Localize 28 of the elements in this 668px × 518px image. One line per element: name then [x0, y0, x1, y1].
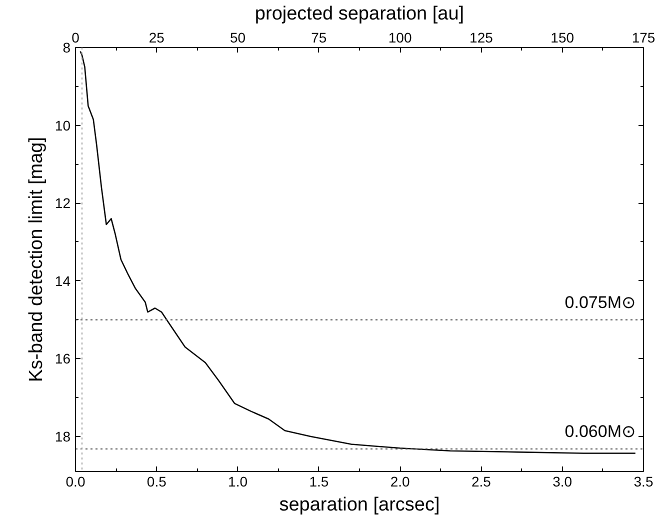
ref-line-label: 0.075M⊙ [564, 292, 636, 312]
x-tick-label: 2.5 [471, 474, 492, 490]
y-axis-title: Ks-band detection limit [mag] [26, 136, 47, 382]
x2-tick-label: 100 [388, 30, 412, 46]
y-tick-label: 12 [54, 195, 71, 212]
ref-line-label: 0.060M⊙ [564, 422, 636, 441]
x2-tick-label: 25 [148, 30, 165, 46]
x-tick-label: 1.0 [228, 474, 248, 490]
x2-tick-label: 150 [550, 30, 574, 46]
x2-tick-label: 175 [632, 30, 656, 46]
y-tick-label: 18 [54, 428, 71, 444]
x2-tick-label: 0 [72, 30, 80, 46]
x2-tick-label: 50 [230, 30, 246, 46]
x-tick-label: 3.5 [634, 474, 654, 490]
x2-axis-title: projected separation [au] [254, 4, 464, 24]
y-tick-label: 10 [54, 117, 71, 134]
y-tick-label: 8 [62, 40, 71, 56]
line-series [80, 50, 636, 454]
x2-tick-label: 75 [311, 30, 327, 46]
x-tick-label: 0.5 [146, 474, 167, 490]
y-tick-label: 14 [54, 272, 71, 289]
x-tick-label: 0.0 [66, 474, 86, 490]
x-axis-title: separation [arcsec] [279, 494, 440, 516]
x-tick-label: 1.5 [309, 474, 329, 490]
y-tick-label: 16 [54, 350, 71, 367]
x-tick-label: 3.0 [552, 474, 572, 490]
x-tick-label: 2.0 [390, 474, 410, 490]
x2-tick-label: 125 [470, 30, 494, 46]
